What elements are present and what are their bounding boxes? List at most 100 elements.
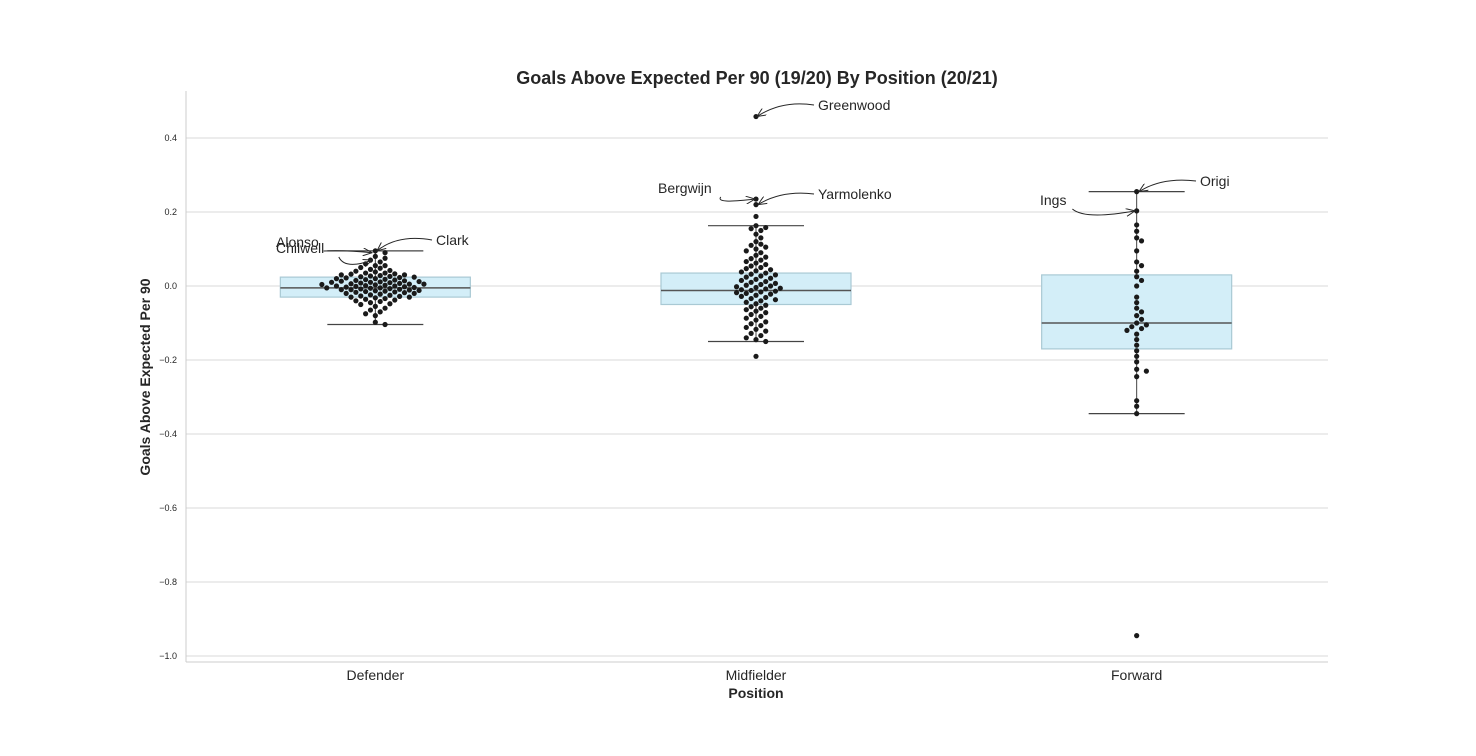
point-forward-12 xyxy=(1134,283,1140,289)
point-forward-25 xyxy=(1134,337,1140,343)
annotation-label-ings: Ings xyxy=(1040,192,1066,208)
point-forward-2 xyxy=(1134,222,1140,228)
point-defender-78 xyxy=(397,293,403,299)
point-defender-43 xyxy=(348,281,354,287)
point-defender-59 xyxy=(387,285,393,292)
point-defender-67 xyxy=(382,288,388,294)
point-defender-12 xyxy=(387,267,393,274)
annotation-label-bergwijn: Bergwijn xyxy=(658,180,712,196)
point-midfielder-45 xyxy=(753,284,759,291)
annotation-label-greenwood: Greenwood xyxy=(818,97,890,113)
point-forward-16 xyxy=(1138,309,1145,315)
point-forward-26 xyxy=(1134,342,1140,348)
point-forward-22 xyxy=(1138,325,1145,332)
point-forward-4 xyxy=(1134,235,1140,241)
point-defender-77 xyxy=(358,293,364,299)
point-midfielder-4 xyxy=(753,223,759,229)
point-defender-23 xyxy=(387,273,393,279)
point-midfielder-32 xyxy=(772,272,779,278)
point-midfielder-43 xyxy=(767,283,774,289)
point-defender-2 xyxy=(372,253,378,259)
point-defender-64 xyxy=(406,287,412,293)
annotation-arrow-yarmolenko xyxy=(758,192,815,204)
point-midfielder-77 xyxy=(753,326,759,332)
point-defender-86 xyxy=(377,298,383,305)
point-defender-7 xyxy=(372,263,378,269)
point-midfielder-80 xyxy=(758,332,764,339)
point-midfielder-3 xyxy=(753,213,759,220)
point-defender-89 xyxy=(358,301,364,308)
point-midfielder-16 xyxy=(758,250,764,256)
point-midfielder-10 xyxy=(753,239,759,245)
y-axis-label: Goals Above Expected Per 90 xyxy=(137,278,153,475)
y-tick-label-2: 0.0 xyxy=(164,281,177,291)
point-defender-88 xyxy=(387,301,393,307)
point-defender-11 xyxy=(367,266,374,272)
point-forward-32 xyxy=(1134,374,1140,380)
point-defender-66 xyxy=(372,288,378,294)
point-midfielder-72 xyxy=(753,317,759,323)
point-midfielder-26 xyxy=(743,266,749,272)
chart-title: Goals Above Expected Per 90 (19/20) By P… xyxy=(516,68,998,88)
point-forward-14 xyxy=(1134,300,1140,306)
point-midfielder-71 xyxy=(743,315,749,321)
point-midfielder-54 xyxy=(767,291,774,297)
point-forward-31 xyxy=(1143,368,1149,374)
y-tick-label-3: −0.2 xyxy=(159,355,177,365)
point-defender-8 xyxy=(382,263,388,269)
point-midfielder-67 xyxy=(753,308,759,314)
point-defender-33 xyxy=(353,277,359,284)
point-forward-29 xyxy=(1134,359,1140,365)
point-defender-19 xyxy=(401,272,408,278)
point-defender-51 xyxy=(333,283,340,289)
point-defender-1 xyxy=(382,250,388,256)
point-midfielder-44 xyxy=(733,284,740,290)
point-defender-36 xyxy=(416,278,422,285)
point-midfielder-76 xyxy=(743,324,749,331)
point-midfielder-30 xyxy=(763,270,769,276)
point-midfielder-47 xyxy=(763,286,769,292)
point-midfielder-73 xyxy=(763,319,769,325)
point-defender-65 xyxy=(416,287,422,294)
point-defender-57 xyxy=(324,285,330,291)
point-forward-6 xyxy=(1134,248,1140,254)
point-forward-36 xyxy=(1134,633,1140,639)
point-defender-37 xyxy=(377,279,383,285)
point-defender-63 xyxy=(338,287,344,293)
y-tick-label-0: 0.4 xyxy=(164,133,177,143)
annotation-arrow-clark xyxy=(377,237,433,250)
annotation-label-clark: Clark xyxy=(436,232,470,248)
point-midfielder-5 xyxy=(763,224,769,231)
point-midfielder-55 xyxy=(753,292,759,298)
point-midfielder-49 xyxy=(748,287,754,294)
point-midfielder-84 xyxy=(753,353,759,359)
y-tick-labels: 0.4 0.2 0.0 −0.2 −0.4 −0.6 −0.8 −1.0 xyxy=(159,133,177,661)
point-defender-91 xyxy=(382,305,388,311)
point-midfielder-81 xyxy=(743,335,749,341)
point-midfielder-17 xyxy=(753,252,759,258)
point-forward-24 xyxy=(1134,331,1140,337)
annotation-label-alonso: Alonso xyxy=(276,234,319,250)
point-midfielder-52 xyxy=(733,290,740,296)
point-defender-72 xyxy=(343,290,349,296)
point-midfielder-20 xyxy=(758,257,764,263)
x-tick-label-defender: Defender xyxy=(347,667,405,683)
point-midfielder-48 xyxy=(738,287,745,293)
point-forward-20 xyxy=(1143,322,1149,328)
annotation-arrow-origi xyxy=(1139,179,1197,192)
point-midfielder-62 xyxy=(753,301,759,307)
point-defender-46 xyxy=(319,281,325,288)
point-midfielder-13 xyxy=(763,244,769,250)
point-midfielder-61 xyxy=(743,299,749,305)
point-defender-75 xyxy=(367,292,374,298)
point-defender-73 xyxy=(411,290,417,296)
point-defender-16 xyxy=(363,270,369,276)
point-midfielder-41 xyxy=(758,281,764,288)
point-midfielder-33 xyxy=(758,273,764,279)
point-midfielder-38 xyxy=(763,278,769,285)
point-midfielder-63 xyxy=(763,302,769,308)
point-midfielder-50 xyxy=(772,288,779,294)
point-midfielder-39 xyxy=(748,279,754,285)
point-forward-0 xyxy=(1134,189,1140,195)
